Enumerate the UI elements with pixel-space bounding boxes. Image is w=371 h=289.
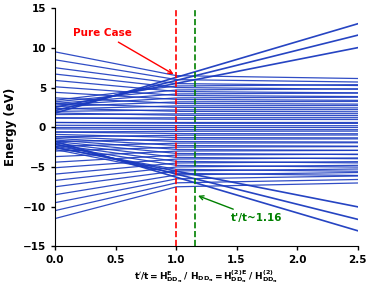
X-axis label: $\mathbf{t'/t = H^E_{DD_\pi}\ /\ H_{DD_\pi} = H^{(2)E}_{DD_\pi}\ /\ H^{(2)}_{DD_: $\mathbf{t'/t = H^E_{DD_\pi}\ /\ H_{DD_\… xyxy=(134,268,278,285)
Y-axis label: Energy (eV): Energy (eV) xyxy=(4,88,17,166)
Text: t'/t~1.16: t'/t~1.16 xyxy=(200,196,282,223)
Text: Pure Case: Pure Case xyxy=(73,28,172,73)
